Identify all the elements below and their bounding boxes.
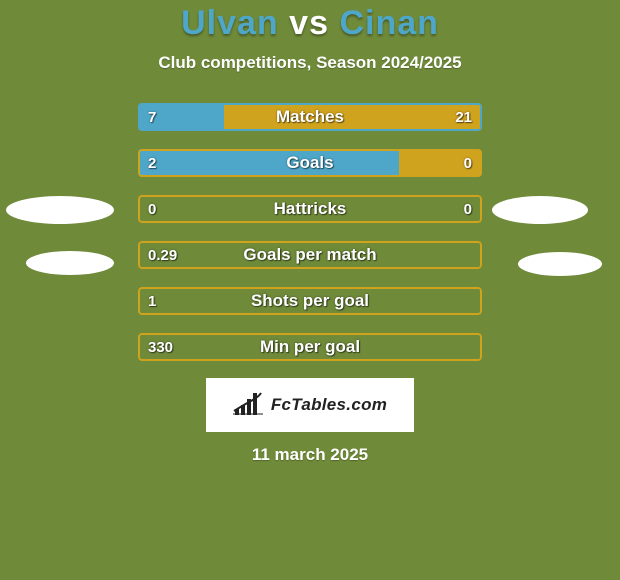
date-line: 11 march 2025 — [0, 445, 620, 465]
stat-row: 0.29Goals per match — [138, 241, 482, 269]
stat-label: Hattricks — [138, 195, 482, 223]
decorative-oval — [6, 196, 114, 224]
stat-row: 330Min per goal — [138, 333, 482, 361]
title-left: Ulvan — [181, 4, 279, 42]
decorative-oval — [26, 251, 114, 275]
stat-row: 721Matches — [138, 103, 482, 131]
brand-badge: FcTables.com — [207, 379, 413, 431]
comparison-card: Ulvan vs Cinan Club competitions, Season… — [0, 0, 620, 580]
stat-row: 00Hattricks — [138, 195, 482, 223]
stat-bars: 721Matches 20Goals 00Hattricks 0.29Goals pe… — [138, 103, 482, 361]
subtitle: Club competitions, Season 2024/2025 — [0, 53, 620, 73]
stat-label: Shots per goal — [138, 287, 482, 315]
stat-label: Goals — [138, 149, 482, 177]
brand-text: FcTables.com — [271, 395, 387, 415]
decorative-oval — [492, 196, 588, 224]
bar-chart-icon — [233, 391, 263, 420]
decorative-oval — [518, 252, 602, 276]
stat-row: 1Shots per goal — [138, 287, 482, 315]
stat-label: Goals per match — [138, 241, 482, 269]
title-vs: vs — [289, 4, 329, 42]
stat-label: Matches — [138, 103, 482, 131]
stat-label: Min per goal — [138, 333, 482, 361]
stat-row: 20Goals — [138, 149, 482, 177]
title-right: Cinan — [339, 4, 438, 42]
page-title: Ulvan vs Cinan — [0, 4, 620, 43]
